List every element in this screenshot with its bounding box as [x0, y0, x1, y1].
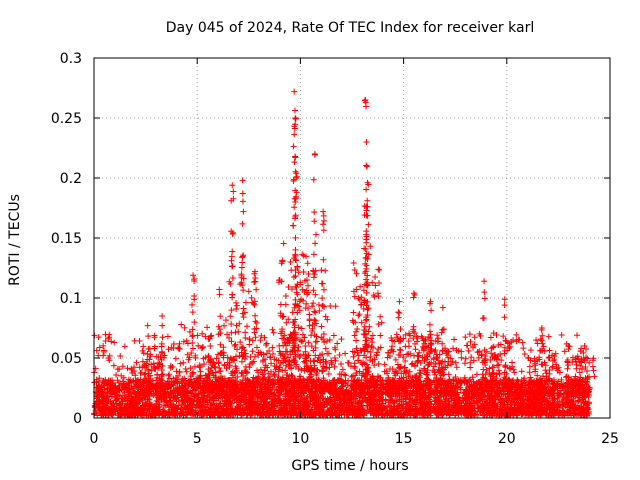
data-point [164, 333, 171, 340]
data-point [183, 337, 190, 344]
data-point [519, 339, 526, 346]
data-point [96, 375, 103, 382]
data-point [518, 368, 525, 375]
data-point [462, 355, 469, 362]
data-point [527, 347, 534, 354]
data-point [342, 350, 349, 357]
data-point [331, 363, 338, 370]
data-points-layer [91, 88, 598, 419]
data-point [463, 342, 470, 349]
data-point [558, 331, 565, 338]
data-point [451, 336, 458, 343]
data-point [121, 343, 128, 350]
data-point [385, 349, 392, 356]
data-point [110, 362, 117, 369]
data-point [458, 354, 465, 361]
data-point [338, 360, 345, 367]
data-point [562, 403, 569, 410]
data-point [342, 372, 349, 379]
data-point [465, 347, 472, 354]
data-point [305, 339, 312, 346]
data-point [175, 345, 182, 352]
data-point [113, 371, 120, 378]
data-point [533, 337, 540, 344]
data-point [521, 351, 528, 358]
data-point [325, 371, 332, 378]
data-point [353, 337, 360, 344]
data-point [542, 362, 549, 369]
data-point [100, 347, 107, 354]
data-point [140, 343, 147, 350]
data-point [350, 353, 357, 360]
data-point [246, 341, 253, 348]
data-point [341, 371, 348, 378]
data-point [249, 337, 256, 344]
data-point [526, 363, 533, 370]
data-point [545, 333, 552, 340]
data-point [509, 359, 516, 366]
data-point [458, 348, 465, 355]
data-point [574, 332, 581, 339]
data-point [526, 369, 533, 376]
data-point [166, 371, 173, 378]
data-point [461, 360, 468, 367]
data-point [396, 346, 403, 353]
data-point [473, 371, 480, 378]
data-point [116, 366, 123, 373]
data-point [520, 345, 527, 352]
data-point [338, 336, 345, 343]
data-point [240, 344, 247, 351]
data-point [330, 332, 337, 339]
data-point [93, 347, 100, 354]
data-point [339, 366, 346, 373]
data-point [249, 348, 256, 355]
